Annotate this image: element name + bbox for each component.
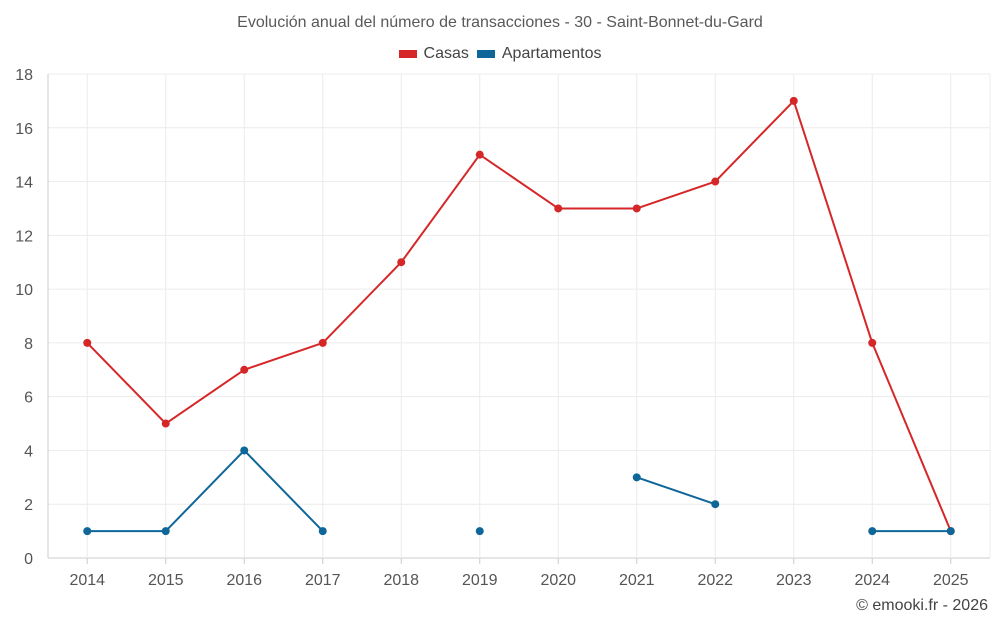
data-point-casas (240, 365, 249, 374)
y-tick-label: 14 (15, 175, 33, 192)
x-tick-label: 2017 (305, 572, 341, 589)
data-point-casas (318, 338, 327, 347)
data-point-casas (632, 204, 641, 213)
y-tick-label: 16 (15, 121, 33, 138)
x-tick-label: 2023 (776, 572, 812, 589)
y-tick-label: 6 (24, 390, 33, 407)
series-line-apartamentos (87, 449, 324, 533)
y-tick-label: 10 (15, 282, 33, 299)
legend-label-casas: Casas (423, 45, 469, 62)
y-tick-label: 2 (24, 497, 33, 514)
data-point-apartamentos (946, 527, 955, 536)
legend-label-apartamentos: Apartamentos (501, 45, 602, 62)
data-point-casas (397, 258, 406, 267)
x-tick-label: 2019 (462, 572, 498, 589)
data-point-apartamentos (240, 446, 249, 455)
data-point-apartamentos (475, 527, 484, 536)
data-point-casas (83, 338, 92, 347)
credit: © emooki.fr - 2026 (856, 597, 988, 614)
y-tick-label: 12 (15, 228, 33, 245)
data-point-apartamentos (161, 527, 170, 536)
y-tick-label: 0 (24, 551, 33, 568)
grid (48, 73, 990, 559)
legend: Casas Apartamentos (0, 45, 1000, 63)
data-point-casas (711, 177, 720, 186)
data-point-casas (868, 338, 877, 347)
x-tick-label: 2025 (933, 572, 969, 589)
data-point-casas (554, 204, 563, 213)
data-point-apartamentos (632, 473, 641, 482)
y-tick-label: 8 (24, 336, 33, 353)
data-point-apartamentos (318, 527, 327, 536)
series-layer (83, 96, 955, 536)
x-tick-label: 2024 (854, 572, 890, 589)
y-tick-label: 18 (15, 67, 33, 84)
x-tick-label: 2018 (383, 572, 419, 589)
x-tick-label: 2021 (619, 572, 655, 589)
axes: 0 2 4 6 8 10 12 14 16 18 2014 2015 2016 2017 2018 2019 2… (15, 67, 991, 589)
data-point-apartamentos (83, 527, 92, 536)
x-tick-label: 2014 (69, 572, 105, 589)
x-tick-label: 2015 (148, 572, 184, 589)
x-tick-label: 2022 (697, 572, 733, 589)
data-point-casas (789, 96, 798, 105)
legend-swatch-apartamentos (476, 50, 495, 58)
series-line-casas (86, 99, 952, 532)
series-line-apartamentos (636, 476, 716, 506)
data-point-casas (475, 150, 484, 159)
x-tick-label: 2016 (226, 572, 262, 589)
legend-item-apartamentos[interactable]: Apartamentos (476, 45, 602, 63)
legend-swatch-casas (398, 50, 417, 58)
data-point-apartamentos (711, 500, 720, 509)
chart-title: Evolución anual del número de transaccio… (237, 14, 763, 31)
y-tick-label: 4 (24, 443, 33, 460)
data-point-apartamentos (868, 527, 877, 536)
x-tick-label: 2020 (540, 572, 576, 589)
data-point-casas (161, 419, 170, 428)
legend-item-casas[interactable]: Casas (398, 45, 469, 63)
